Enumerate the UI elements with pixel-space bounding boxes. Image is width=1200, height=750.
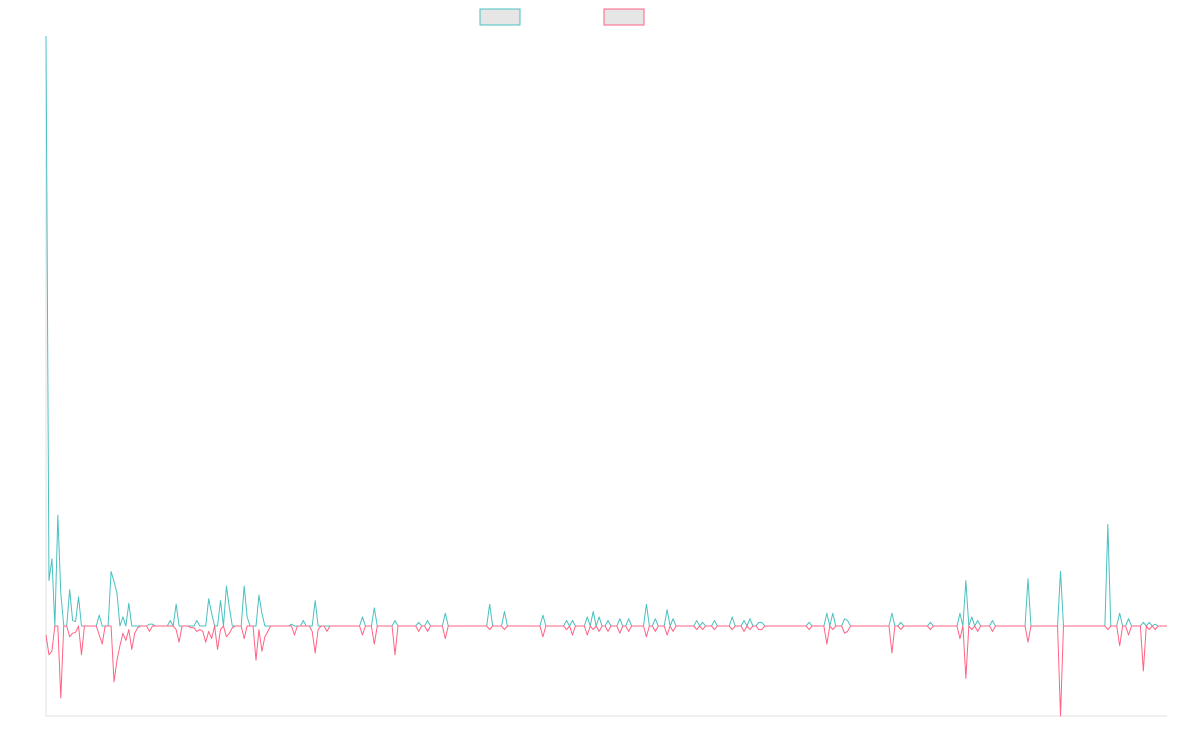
series-line-1 <box>45 35 1167 627</box>
axes <box>45 36 1167 717</box>
series-layer <box>45 35 1167 717</box>
legend-swatch-1[interactable] <box>479 8 521 26</box>
legend[interactable] <box>479 8 645 26</box>
legend-swatch-2[interactable] <box>603 8 645 26</box>
series-line-2 <box>45 625 1167 717</box>
